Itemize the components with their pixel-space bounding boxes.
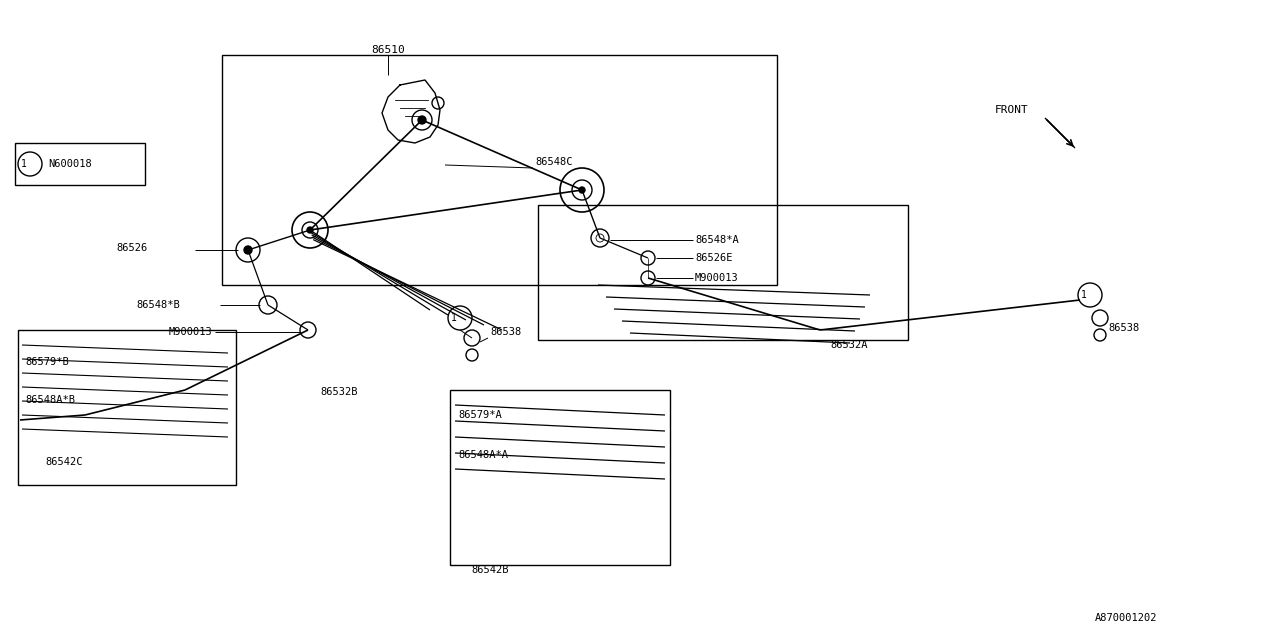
Text: 86548*B: 86548*B	[136, 300, 180, 310]
Text: 1: 1	[1082, 290, 1087, 300]
Text: A870001202: A870001202	[1094, 613, 1157, 623]
Text: FRONT: FRONT	[995, 105, 1029, 115]
Bar	[538, 205, 908, 340]
Bar	[451, 390, 669, 565]
Text: 86548A*A: 86548A*A	[458, 450, 508, 460]
Text: 86526: 86526	[116, 243, 148, 253]
Text: 86526E: 86526E	[695, 253, 732, 263]
Text: 86548C: 86548C	[535, 157, 572, 167]
Text: 86538: 86538	[490, 327, 521, 337]
Text: 86548*A: 86548*A	[695, 235, 739, 245]
Bar	[221, 55, 777, 285]
Circle shape	[419, 116, 426, 124]
Text: N600018: N600018	[49, 159, 92, 169]
Circle shape	[307, 227, 314, 233]
Text: 86542B: 86542B	[471, 565, 508, 575]
Bar	[18, 330, 236, 485]
Circle shape	[579, 187, 585, 193]
Text: 86542C: 86542C	[45, 457, 82, 467]
Text: 86579*B: 86579*B	[26, 357, 69, 367]
Text: 86548A*B: 86548A*B	[26, 395, 76, 405]
Text: 86538: 86538	[1108, 323, 1139, 333]
Circle shape	[244, 246, 252, 254]
Text: 1: 1	[451, 313, 457, 323]
Text: 86579*A: 86579*A	[458, 410, 502, 420]
Bar	[15, 143, 145, 185]
Text: 86510: 86510	[371, 45, 404, 55]
Text: 1: 1	[20, 159, 27, 169]
Text: M900013: M900013	[168, 327, 212, 337]
Text: 86532A: 86532A	[829, 340, 868, 350]
Text: M900013: M900013	[695, 273, 739, 283]
Text: 86532B: 86532B	[320, 387, 357, 397]
